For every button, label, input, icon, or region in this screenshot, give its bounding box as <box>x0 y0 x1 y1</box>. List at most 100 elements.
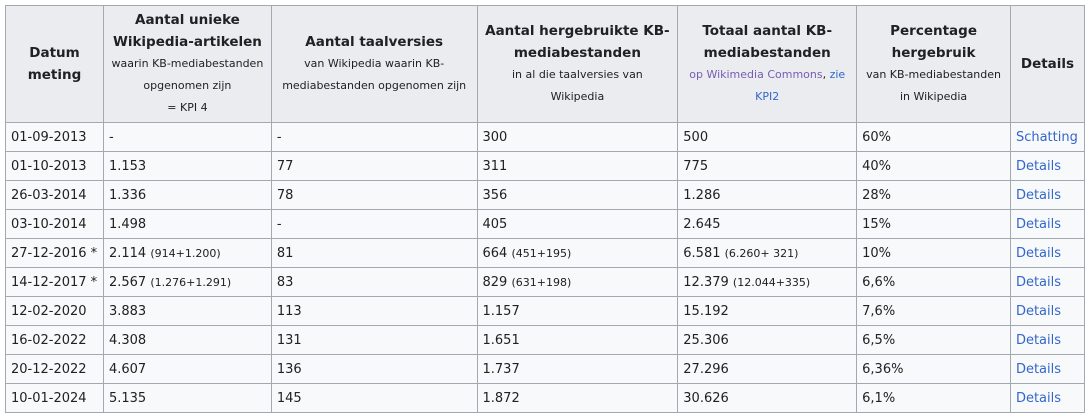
header-taalversies[interactable]: Aantal taalversies van Wikipedia waarin … <box>270 5 478 123</box>
cell-hergebruikte-breakdown: (631+198) <box>511 275 572 289</box>
header-percentage[interactable]: Percentage hergebruik van KB-mediabestan… <box>856 5 1011 123</box>
header-details[interactable]: Details <box>1009 5 1086 123</box>
header-percentage-sub2: in Wikipedia <box>899 90 968 103</box>
kb-media-table: Datum meting Aantal unieke Wikipedia-art… <box>5 5 1086 413</box>
cell-percentage: 60% <box>856 122 1011 152</box>
cell-totaal: 1.286 <box>677 180 858 210</box>
cell-datum: 16-02-2022 <box>5 325 104 355</box>
details-link[interactable]: Details <box>1015 332 1062 348</box>
table-row: 16-02-2022 4.308 131 1.651 25.306 6,5% Details <box>5 325 1086 355</box>
header-row: Datum meting Aantal unieke Wikipedia-art… <box>5 5 1086 123</box>
cell-artikelen-value: 2.114 <box>108 245 147 261</box>
cell-taalversies: 145 <box>270 383 478 413</box>
table-row: 01-10-2013 1.153 77 311 775 40% Details <box>5 151 1086 181</box>
details-link[interactable]: Details <box>1015 216 1062 232</box>
cell-details[interactable]: Details <box>1009 267 1086 297</box>
cell-datum-value: 14-12-2017 * <box>11 274 98 290</box>
cell-artikelen: 4.308 <box>102 325 272 355</box>
cell-percentage-value: 28% <box>862 187 892 203</box>
cell-totaal-value: 775 <box>683 158 709 174</box>
cell-percentage: 15% <box>856 209 1011 239</box>
table-row: 01-09-2013 - - 300 500 60% Schatting <box>5 122 1086 152</box>
cell-taalversies-value: 83 <box>276 274 294 290</box>
header-percentage-title: Percentage hergebruik <box>890 23 977 61</box>
header-taalversies-sub1: van Wikipedia waarin KB- <box>304 57 445 70</box>
header-hergebruikte-title: Aantal hergebruikte KB-mediabestanden <box>485 23 670 61</box>
cell-details[interactable]: Details <box>1009 296 1086 326</box>
cell-percentage-value: 6,1% <box>862 390 896 406</box>
cell-hergebruikte-value: 1.157 <box>482 303 520 319</box>
cell-totaal: 30.626 <box>677 383 858 413</box>
cell-taalversies: - <box>270 209 478 239</box>
cell-artikelen: 4.607 <box>102 354 272 384</box>
table-row: 10-01-2024 5.135 145 1.872 30.626 6,1% Details <box>5 383 1086 413</box>
cell-details[interactable]: Details <box>1009 209 1086 239</box>
cell-artikelen-value: 2.567 <box>108 274 147 290</box>
header-hergebruikte[interactable]: Aantal hergebruikte KB-mediabestanden in… <box>476 5 679 123</box>
details-link[interactable]: Schatting <box>1015 129 1078 145</box>
cell-taalversies-value: 81 <box>276 245 294 261</box>
details-link[interactable]: Details <box>1015 274 1062 290</box>
cell-artikelen-value: 1.336 <box>108 187 147 203</box>
cell-datum-value: 03-10-2014 <box>11 216 87 232</box>
table-row: 12-02-2020 3.883 113 1.157 15.192 7,6% Details <box>5 296 1086 326</box>
cell-artikelen-value: 3.883 <box>108 303 147 319</box>
cell-datum: 14-12-2017 * <box>5 267 104 297</box>
cell-totaal-value: 6.581 <box>683 245 721 261</box>
cell-taalversies-value: 77 <box>276 158 294 174</box>
header-totaal[interactable]: Totaal aantal KB-mediabestanden op Wikim… <box>677 5 858 123</box>
cell-percentage: 7,6% <box>856 296 1011 326</box>
cell-artikelen-value: 4.308 <box>108 332 147 348</box>
header-hergebruikte-sub2: Wikipedia <box>550 90 605 103</box>
table-row: 26-03-2014 1.336 78 356 1.286 28% Details <box>5 180 1086 210</box>
cell-details[interactable]: Schatting <box>1009 122 1086 152</box>
cell-percentage: 28% <box>856 180 1011 210</box>
header-totaal-title: Totaal aantal KB-mediabestanden <box>702 23 833 61</box>
cell-datum-value: 01-09-2013 <box>11 129 87 145</box>
cell-taalversies-value: 78 <box>276 187 294 203</box>
details-link[interactable]: Details <box>1015 303 1062 319</box>
cell-totaal: 27.296 <box>677 354 858 384</box>
header-datum[interactable]: Datum meting <box>5 5 104 123</box>
header-artikelen[interactable]: Aantal unieke Wikipedia-artikelen waarin… <box>102 5 272 123</box>
cell-datum-value: 10-01-2024 <box>11 390 87 406</box>
cell-percentage-value: 15% <box>862 216 892 232</box>
table-row: 14-12-2017 * 2.567 (1.276+1.291) 83 829 (63… <box>5 267 1086 297</box>
details-link[interactable]: Details <box>1015 158 1062 174</box>
cell-details[interactable]: Details <box>1009 383 1086 413</box>
details-link[interactable]: Details <box>1015 361 1062 377</box>
cell-datum-value: 16-02-2022 <box>11 332 87 348</box>
cell-hergebruikte: 1.157 <box>476 296 679 326</box>
cell-artikelen: 2.114 (914+1.200) <box>102 238 272 268</box>
cell-hergebruikte-value: 405 <box>482 216 508 232</box>
cell-totaal-value: 27.296 <box>683 361 729 377</box>
details-link[interactable]: Details <box>1015 187 1062 203</box>
cell-totaal-value: 15.192 <box>683 303 729 319</box>
cell-artikelen: 1.153 <box>102 151 272 181</box>
cell-details[interactable]: Details <box>1009 354 1086 384</box>
kpi2-link[interactable]: zie KPI2 <box>755 68 846 103</box>
cell-hergebruikte-value: 829 <box>482 274 508 290</box>
cell-percentage: 6,36% <box>856 354 1011 384</box>
header-artikelen-title: Aantal unieke Wikipedia-artikelen <box>112 12 262 50</box>
cell-percentage-value: 6,5% <box>862 332 896 348</box>
cell-totaal-value: 30.626 <box>683 390 729 406</box>
header-details-title: Details <box>1020 56 1075 72</box>
cell-artikelen-value: 1.498 <box>108 216 147 232</box>
cell-taalversies: 78 <box>270 180 478 210</box>
cell-details[interactable]: Details <box>1009 151 1086 181</box>
cell-details[interactable]: Details <box>1009 325 1086 355</box>
wikimedia-commons-link[interactable]: Wikimedia Commons <box>706 68 823 81</box>
details-link[interactable]: Details <box>1015 390 1062 406</box>
header-datum-title: Datum meting <box>27 45 82 83</box>
header-taalversies-title: Aantal taalversies <box>305 34 444 50</box>
details-link[interactable]: Details <box>1015 245 1062 261</box>
cell-taalversies: 113 <box>270 296 478 326</box>
cell-totaal-breakdown: (6.260+ 321) <box>724 246 799 260</box>
cell-hergebruikte: 829 (631+198) <box>476 267 679 297</box>
cell-details[interactable]: Details <box>1009 180 1086 210</box>
cell-hergebruikte: 356 <box>476 180 679 210</box>
cell-details[interactable]: Details <box>1009 238 1086 268</box>
cell-hergebruikte: 311 <box>476 151 679 181</box>
cell-datum-value: 27-12-2016 * <box>11 245 98 261</box>
